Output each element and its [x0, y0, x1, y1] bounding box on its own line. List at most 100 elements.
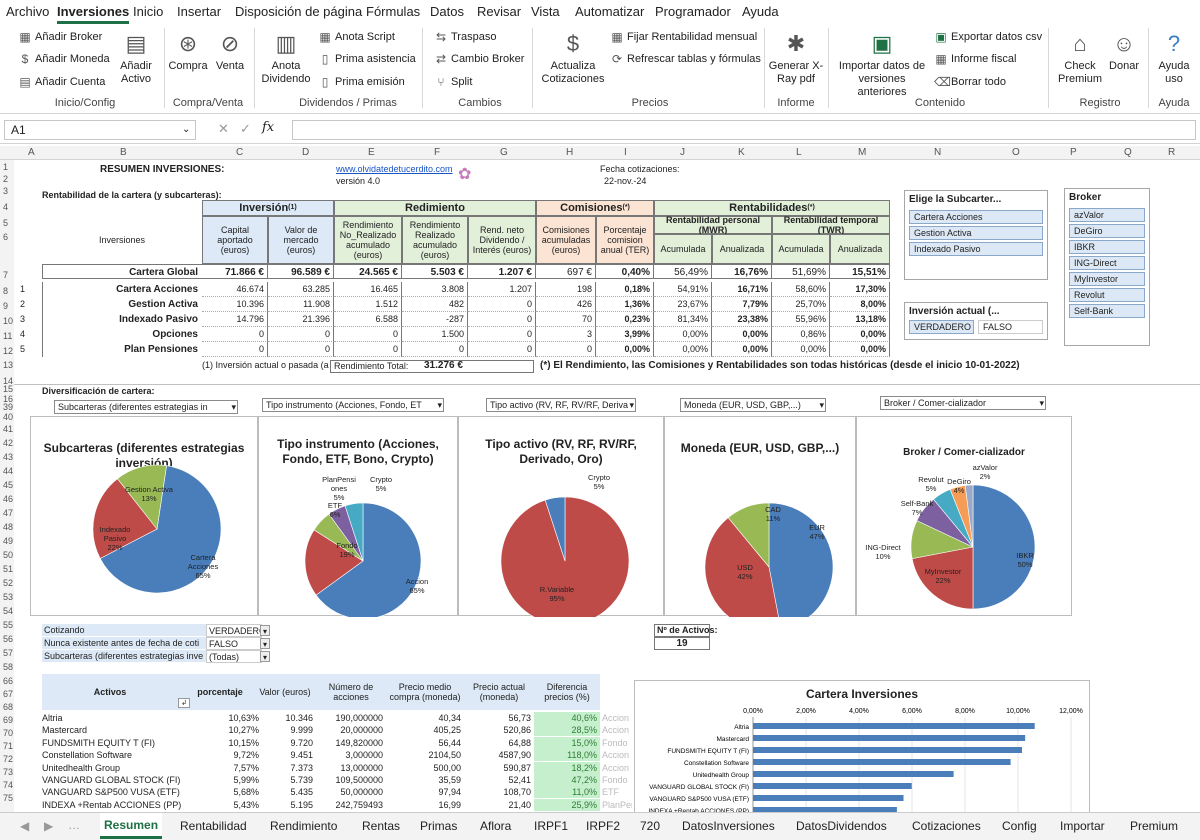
- row-header[interactable]: 66: [3, 676, 14, 686]
- assets-header-cell[interactable]: porcentaje: [197, 687, 243, 697]
- column-header[interactable]: F: [434, 147, 441, 158]
- slicer-broker-item[interactable]: Revolut: [1069, 288, 1145, 302]
- menu-formulas[interactable]: Fórmulas: [366, 4, 421, 19]
- row-header[interactable]: 16: [3, 394, 14, 404]
- row-header[interactable]: 72: [3, 754, 14, 764]
- tab-rentas[interactable]: Rentas: [362, 819, 401, 833]
- sort-icon[interactable]: ↲: [178, 698, 190, 708]
- column-header[interactable]: R: [1168, 147, 1176, 158]
- row-header[interactable]: 55: [3, 620, 14, 630]
- split-button[interactable]: ⑂ Split: [434, 75, 472, 89]
- row-header[interactable]: 43: [3, 452, 14, 462]
- row-header[interactable]: 67: [3, 689, 14, 699]
- dd-moneda[interactable]: Moneda (EUR, USD, GBP,...): [680, 398, 826, 412]
- row-header[interactable]: 70: [3, 728, 14, 738]
- row-header[interactable]: 53: [3, 592, 14, 602]
- tab-aflora[interactable]: Aflora: [480, 819, 512, 833]
- check-icon[interactable]: ✓: [240, 121, 251, 136]
- tab-primas[interactable]: Primas: [420, 819, 458, 833]
- column-header[interactable]: D: [302, 147, 310, 158]
- borrar-todo-button[interactable]: ⌫ Borrar todo: [934, 75, 1007, 89]
- slicer-broker-item[interactable]: azValor: [1069, 208, 1145, 222]
- generar-xray-button[interactable]: ✱ Generar X-Ray pdf: [768, 31, 824, 85]
- tab-720[interactable]: 720: [640, 819, 661, 833]
- row-header[interactable]: 73: [3, 767, 14, 777]
- column-header[interactable]: C: [236, 147, 244, 158]
- row-header[interactable]: 3: [3, 186, 9, 196]
- anota-dividendo-button[interactable]: ▥ Anota Dividendo: [261, 31, 311, 85]
- row-header[interactable]: 15: [3, 384, 14, 394]
- tab-more-icon[interactable]: …: [68, 818, 80, 832]
- column-header[interactable]: I: [624, 147, 627, 158]
- menu-programador[interactable]: Programador: [655, 4, 731, 19]
- tab-premium[interactable]: Premium: [1130, 819, 1179, 833]
- filter-value[interactable]: (Todas): [206, 650, 262, 663]
- actualiza-cotizaciones-button[interactable]: $ Actualiza Cotizaciones: [541, 31, 605, 85]
- fx-icon[interactable]: fx: [262, 120, 275, 135]
- row-header[interactable]: 57: [3, 648, 14, 658]
- assets-header-cell[interactable]: Número de acciones: [328, 682, 374, 702]
- column-header[interactable]: N: [934, 147, 942, 158]
- anadir-moneda-button[interactable]: $ Añadir Moneda: [18, 52, 110, 66]
- prima-emision-button[interactable]: ▯ Prima emisión: [318, 75, 405, 89]
- compra-button[interactable]: ⊛ Compra: [168, 31, 208, 72]
- cambio-broker-button[interactable]: ⇄ Cambio Broker: [435, 52, 525, 66]
- dd-tipo-instrumento[interactable]: Tipo instrumento (Acciones, Fondo, ET: [262, 398, 444, 412]
- row-header[interactable]: 1: [3, 162, 9, 172]
- venta-button[interactable]: ⊘ Venta: [215, 31, 245, 72]
- menu-revisar[interactable]: Revisar: [477, 4, 522, 19]
- row-header[interactable]: 69: [3, 715, 14, 725]
- tab-resumen[interactable]: Resumen: [100, 813, 163, 839]
- tab-config[interactable]: Config: [1002, 819, 1037, 833]
- menu-automatizar[interactable]: Automatizar: [575, 4, 645, 19]
- tab-datosdividendos[interactable]: DatosDividendos: [796, 819, 887, 833]
- row-header[interactable]: 54: [3, 606, 14, 616]
- exportar-button[interactable]: ▣ Exportar datos csv: [935, 30, 1043, 44]
- anadir-activo-button[interactable]: ▤ Añadir Activo: [120, 31, 152, 85]
- tab-cotizaciones[interactable]: Cotizaciones: [912, 819, 981, 833]
- ayuda-uso-button[interactable]: ? Ayuda uso: [1158, 31, 1190, 85]
- row-header[interactable]: 58: [3, 662, 14, 672]
- prima-asistencia-button[interactable]: ▯ Prima asistencia: [318, 52, 416, 66]
- fijar-rentabilidad-button[interactable]: ▦ Fijar Rentabilidad mensual: [611, 30, 758, 44]
- row-header[interactable]: 48: [3, 522, 14, 532]
- informe-fiscal-button[interactable]: ▦ Informe fiscal: [935, 52, 1017, 66]
- row-header[interactable]: 47: [3, 508, 14, 518]
- donar-button[interactable]: ☺ Donar: [1109, 31, 1139, 72]
- column-header[interactable]: A: [28, 147, 35, 158]
- slicer-falso[interactable]: FALSO: [978, 320, 1043, 334]
- row-header[interactable]: 5: [3, 218, 9, 228]
- tab-irpf1[interactable]: IRPF1: [534, 819, 569, 833]
- row-header[interactable]: 10: [3, 316, 14, 326]
- filter-dropdown-icon[interactable]: ▾: [260, 651, 270, 662]
- row-header[interactable]: 51: [3, 564, 14, 574]
- column-header[interactable]: J: [680, 147, 685, 158]
- row-header[interactable]: 71: [3, 741, 14, 751]
- slicer-subcartera-item[interactable]: Indexado Pasivo: [909, 242, 1043, 256]
- column-header[interactable]: P: [1070, 147, 1077, 158]
- column-header[interactable]: O: [1012, 147, 1020, 158]
- slicer-broker-item[interactable]: MyInvestor: [1069, 272, 1145, 286]
- slicer-subcartera-item[interactable]: Gestion Activa: [909, 226, 1043, 240]
- row-header[interactable]: 39: [3, 402, 14, 412]
- slicer-broker-item[interactable]: Self-Bank: [1069, 304, 1145, 318]
- row-header[interactable]: 42: [3, 438, 14, 448]
- site-link[interactable]: www.olvidatedetucerdito.com: [336, 164, 453, 174]
- formula-input[interactable]: [292, 120, 1196, 140]
- assets-header-cell[interactable]: Precio actual (moneda): [472, 682, 526, 702]
- cancel-icon[interactable]: ✕: [218, 121, 229, 136]
- filter-dropdown-icon[interactable]: ▾: [260, 625, 270, 636]
- column-header[interactable]: G: [500, 147, 508, 158]
- slicer-subcartera-item[interactable]: Cartera Acciones: [909, 210, 1043, 224]
- tab-datosinversiones[interactable]: DatosInversiones: [682, 819, 775, 833]
- slicer-broker-item[interactable]: ING-Direct: [1069, 256, 1145, 270]
- dd-broker[interactable]: Broker / Comer-cializador: [880, 396, 1046, 410]
- menu-insertar[interactable]: Insertar: [177, 4, 222, 19]
- importar-button[interactable]: ▣ Importar datos de versiones anteriores: [838, 31, 926, 98]
- dd-subcarteras[interactable]: Subcarteras (diferentes estrategias in: [54, 400, 238, 414]
- row-header[interactable]: 14: [3, 376, 14, 386]
- menu-inversiones[interactable]: Inversiones: [57, 4, 130, 24]
- name-box[interactable]: A1: [4, 120, 196, 140]
- row-header[interactable]: 8: [3, 286, 9, 296]
- row-header[interactable]: 9: [3, 301, 9, 311]
